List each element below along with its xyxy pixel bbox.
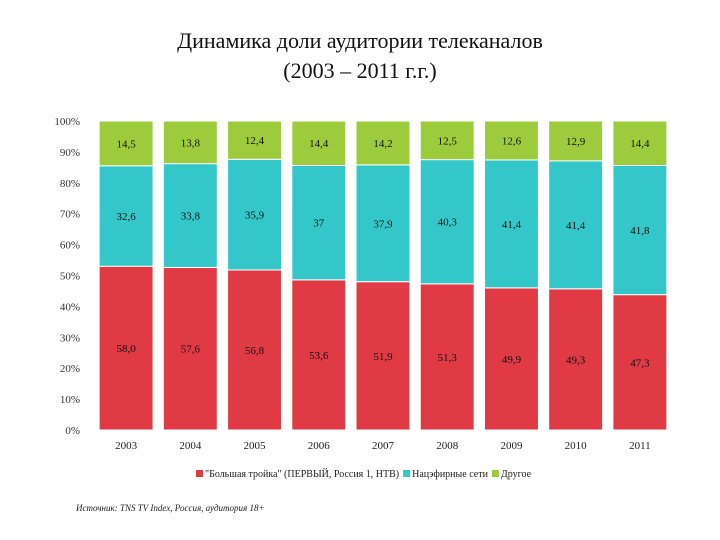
legend-label: Другое bbox=[501, 469, 532, 480]
data-label: 40,3 bbox=[438, 217, 458, 229]
bar-segment bbox=[98, 265, 154, 431]
data-label: 49,9 bbox=[502, 354, 522, 366]
x-tick-label: 2009 bbox=[500, 440, 523, 452]
data-label: 51,3 bbox=[438, 352, 458, 364]
x-tick-label: 2010 bbox=[565, 440, 588, 452]
bar-segment bbox=[419, 159, 475, 285]
data-label: 14,4 bbox=[630, 138, 650, 150]
bar-segment bbox=[612, 294, 668, 431]
data-label: 14,5 bbox=[116, 138, 136, 150]
y-tick-label: 80% bbox=[60, 178, 80, 190]
legend-swatch bbox=[491, 470, 499, 477]
x-tick-label: 2005 bbox=[244, 440, 267, 452]
y-tick-label: 60% bbox=[60, 240, 80, 252]
data-label: 35,9 bbox=[245, 210, 265, 222]
bar-segment bbox=[548, 288, 604, 431]
bar-segment bbox=[291, 279, 347, 431]
bar-segment bbox=[419, 283, 475, 431]
data-label: 57,6 bbox=[181, 344, 201, 356]
data-label: 12,5 bbox=[438, 135, 458, 147]
bar-segment bbox=[291, 120, 347, 166]
legend-label: Нацэфирные сети bbox=[412, 469, 488, 480]
data-label: 51,9 bbox=[373, 351, 393, 363]
data-label: 58,0 bbox=[116, 343, 136, 355]
y-tick-label: 20% bbox=[60, 363, 80, 375]
data-label: 37,9 bbox=[373, 218, 393, 230]
bar-segment bbox=[227, 120, 283, 160]
bar-segment bbox=[419, 120, 475, 161]
data-label: 41,4 bbox=[566, 220, 586, 232]
x-tick-label: 2004 bbox=[179, 440, 202, 452]
data-label: 13,8 bbox=[181, 137, 201, 149]
data-label: 12,9 bbox=[566, 136, 586, 148]
x-tick-label: 2008 bbox=[436, 440, 459, 452]
bar-segment bbox=[98, 165, 154, 267]
data-label: 14,4 bbox=[309, 138, 329, 150]
data-label: 33,8 bbox=[181, 211, 201, 223]
y-tick-label: 50% bbox=[60, 271, 80, 283]
data-label: 14,2 bbox=[373, 138, 392, 150]
chart-title-line-2: (2003 – 2011 г.г.) bbox=[283, 58, 437, 83]
source-note: Источник: TNS TV Index, Россия, аудитори… bbox=[76, 503, 265, 513]
bar-segment bbox=[355, 281, 411, 431]
bar-segment bbox=[162, 163, 218, 268]
bar-segment bbox=[548, 160, 604, 290]
data-label: 53,6 bbox=[309, 350, 329, 362]
bar-segment bbox=[612, 164, 668, 296]
y-tick-label: 40% bbox=[60, 301, 80, 313]
stacked-bar-chart: 0% 10% 20% 30% 40% 50% 60% 70% 80% 90% 100% 58,0 32,… bbox=[54, 116, 668, 480]
bar-segment bbox=[98, 120, 154, 167]
y-tick-label: 100% bbox=[54, 116, 80, 128]
bar-segment bbox=[483, 159, 539, 289]
legend-swatch bbox=[196, 470, 203, 477]
y-tick-label: 10% bbox=[60, 394, 80, 406]
bar-segment bbox=[291, 164, 347, 281]
data-label: 37 bbox=[313, 218, 325, 230]
bar-segment bbox=[162, 120, 218, 165]
bar-segment bbox=[355, 120, 411, 166]
bar-segment bbox=[548, 120, 604, 162]
x-tick-label: 2006 bbox=[308, 440, 331, 452]
chart-title-line-1: Динамика доли аудитории телеканалов bbox=[177, 28, 543, 53]
data-label: 49,3 bbox=[566, 354, 586, 366]
bar-segment bbox=[612, 120, 668, 166]
bar-segment bbox=[355, 164, 411, 283]
data-label: 41,8 bbox=[630, 225, 650, 237]
data-label: 41,4 bbox=[502, 219, 522, 231]
data-label: 32,6 bbox=[116, 211, 136, 223]
bar-segment bbox=[227, 269, 283, 431]
legend-swatch bbox=[403, 470, 411, 477]
y-tick-label: 0% bbox=[65, 425, 80, 437]
data-label: 47,3 bbox=[630, 357, 650, 369]
bar-segment bbox=[227, 158, 283, 271]
bar-segment bbox=[483, 120, 539, 161]
x-tick-label: 2003 bbox=[115, 440, 138, 452]
bar-segment bbox=[483, 287, 539, 431]
y-tick-label: 70% bbox=[60, 209, 80, 221]
x-tick-label: 2007 bbox=[372, 440, 395, 452]
legend-label: "Большая тройка" (ПЕРВЫЙ, Россия 1, НТВ) bbox=[205, 468, 399, 480]
data-label: 12,6 bbox=[502, 135, 522, 147]
x-tick-label: 2011 bbox=[629, 440, 651, 452]
y-tick-label: 30% bbox=[60, 332, 80, 344]
data-label: 12,4 bbox=[245, 135, 265, 147]
y-tick-label: 90% bbox=[60, 147, 80, 159]
data-label: 56,8 bbox=[245, 345, 265, 357]
chart-title: Динамика доли аудитории телеканалов (200… bbox=[0, 26, 720, 86]
